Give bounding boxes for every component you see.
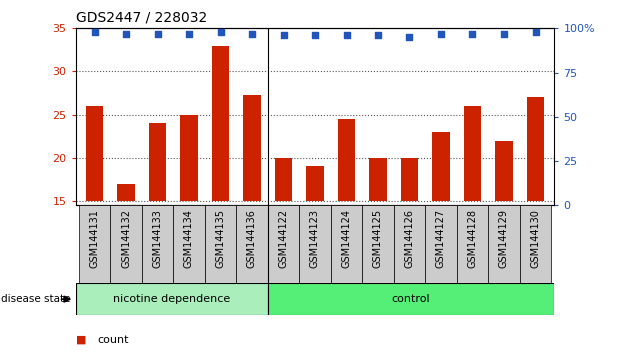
FancyBboxPatch shape (110, 205, 142, 283)
Text: disease state: disease state (1, 294, 71, 304)
FancyBboxPatch shape (205, 205, 236, 283)
FancyBboxPatch shape (425, 205, 457, 283)
Text: ■: ■ (76, 335, 86, 345)
Point (530, 29, 541, 35)
Point (152, 31, 163, 36)
Text: GSM144125: GSM144125 (373, 209, 383, 268)
Text: GSM144124: GSM144124 (341, 209, 352, 268)
FancyBboxPatch shape (173, 205, 205, 283)
Bar (432, 132, 450, 201)
FancyBboxPatch shape (268, 283, 554, 315)
Text: GSM144130: GSM144130 (530, 209, 541, 268)
FancyBboxPatch shape (79, 205, 110, 283)
Text: GSM144128: GSM144128 (467, 209, 478, 268)
Point (341, 33, 352, 38)
Point (215, 29, 226, 35)
Point (278, 33, 289, 38)
Text: nicotine dependence: nicotine dependence (113, 294, 231, 304)
Text: GDS2447 / 228032: GDS2447 / 228032 (76, 11, 207, 25)
FancyBboxPatch shape (520, 205, 551, 283)
Point (373, 33, 383, 38)
Text: GSM144132: GSM144132 (121, 209, 131, 268)
Bar (495, 141, 513, 201)
Bar (338, 119, 355, 201)
Bar (527, 97, 544, 201)
Text: control: control (392, 294, 430, 304)
Point (499, 31, 509, 36)
Text: GSM144133: GSM144133 (152, 209, 163, 268)
Point (247, 31, 257, 36)
Text: GSM144135: GSM144135 (215, 209, 226, 268)
Bar (86, 106, 103, 201)
Bar (275, 158, 292, 201)
Point (121, 31, 131, 36)
Bar (369, 158, 387, 201)
FancyBboxPatch shape (394, 205, 425, 283)
Point (89, 29, 100, 35)
FancyBboxPatch shape (142, 205, 173, 283)
Text: GSM144129: GSM144129 (499, 209, 509, 268)
Text: GSM144131: GSM144131 (89, 209, 100, 268)
Point (310, 33, 320, 38)
Bar (464, 106, 481, 201)
FancyBboxPatch shape (331, 205, 362, 283)
Bar (117, 184, 135, 201)
Text: GSM144127: GSM144127 (436, 209, 446, 268)
FancyBboxPatch shape (488, 205, 520, 283)
Bar (401, 158, 418, 201)
Text: GSM144122: GSM144122 (278, 209, 289, 268)
FancyBboxPatch shape (362, 205, 394, 283)
Text: GSM144123: GSM144123 (310, 209, 320, 268)
Text: count: count (98, 335, 129, 345)
Point (467, 31, 478, 36)
FancyBboxPatch shape (457, 205, 488, 283)
Text: GSM144126: GSM144126 (404, 209, 415, 268)
FancyBboxPatch shape (299, 205, 331, 283)
Bar (149, 123, 166, 201)
FancyBboxPatch shape (268, 205, 299, 283)
Point (184, 31, 194, 36)
Bar (243, 95, 261, 201)
FancyBboxPatch shape (236, 205, 268, 283)
Bar (306, 166, 324, 201)
Text: GSM144136: GSM144136 (247, 209, 257, 268)
Text: GSM144134: GSM144134 (184, 209, 194, 268)
Point (404, 34, 415, 40)
Point (436, 31, 446, 36)
Bar (212, 46, 229, 201)
Bar (180, 115, 198, 201)
FancyBboxPatch shape (76, 283, 268, 315)
